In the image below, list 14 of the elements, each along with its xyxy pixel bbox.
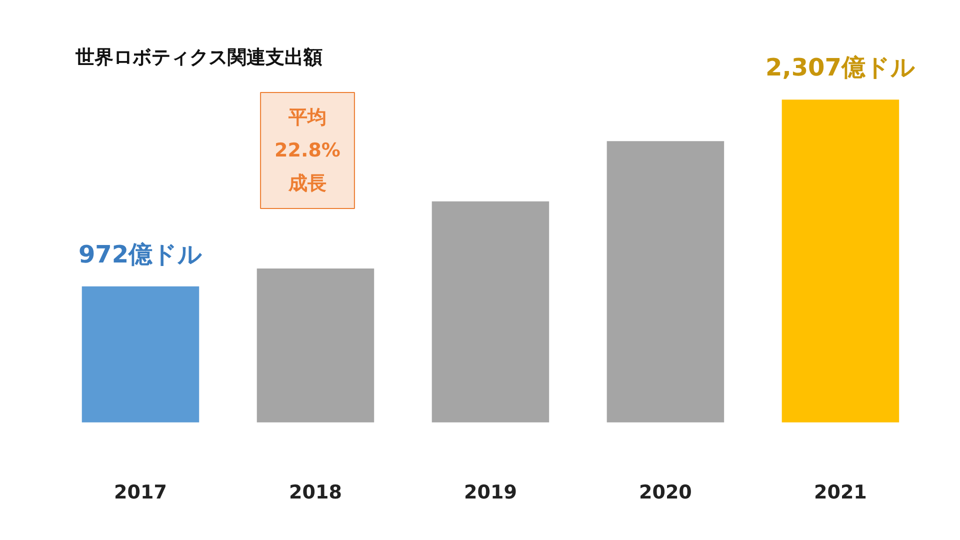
- x-tick-label: 2019: [464, 482, 517, 504]
- x-tick-label: 2018: [289, 482, 342, 504]
- x-tick-label: 2017: [114, 482, 167, 504]
- bar: [782, 100, 900, 422]
- chart-title: 世界ロボティクス関連支出額: [74, 46, 322, 68]
- x-tick-label: 2020: [639, 482, 692, 504]
- bar: [256, 268, 374, 422]
- bar: [432, 201, 550, 422]
- bar: [606, 141, 724, 422]
- x-tick-label: 2021: [814, 482, 867, 504]
- bar: [82, 286, 200, 422]
- annotation: 平均 22.8% 成長: [274, 106, 340, 194]
- data-label: 2,307億ドル: [766, 54, 916, 82]
- data-label: 972億ドル: [78, 240, 203, 268]
